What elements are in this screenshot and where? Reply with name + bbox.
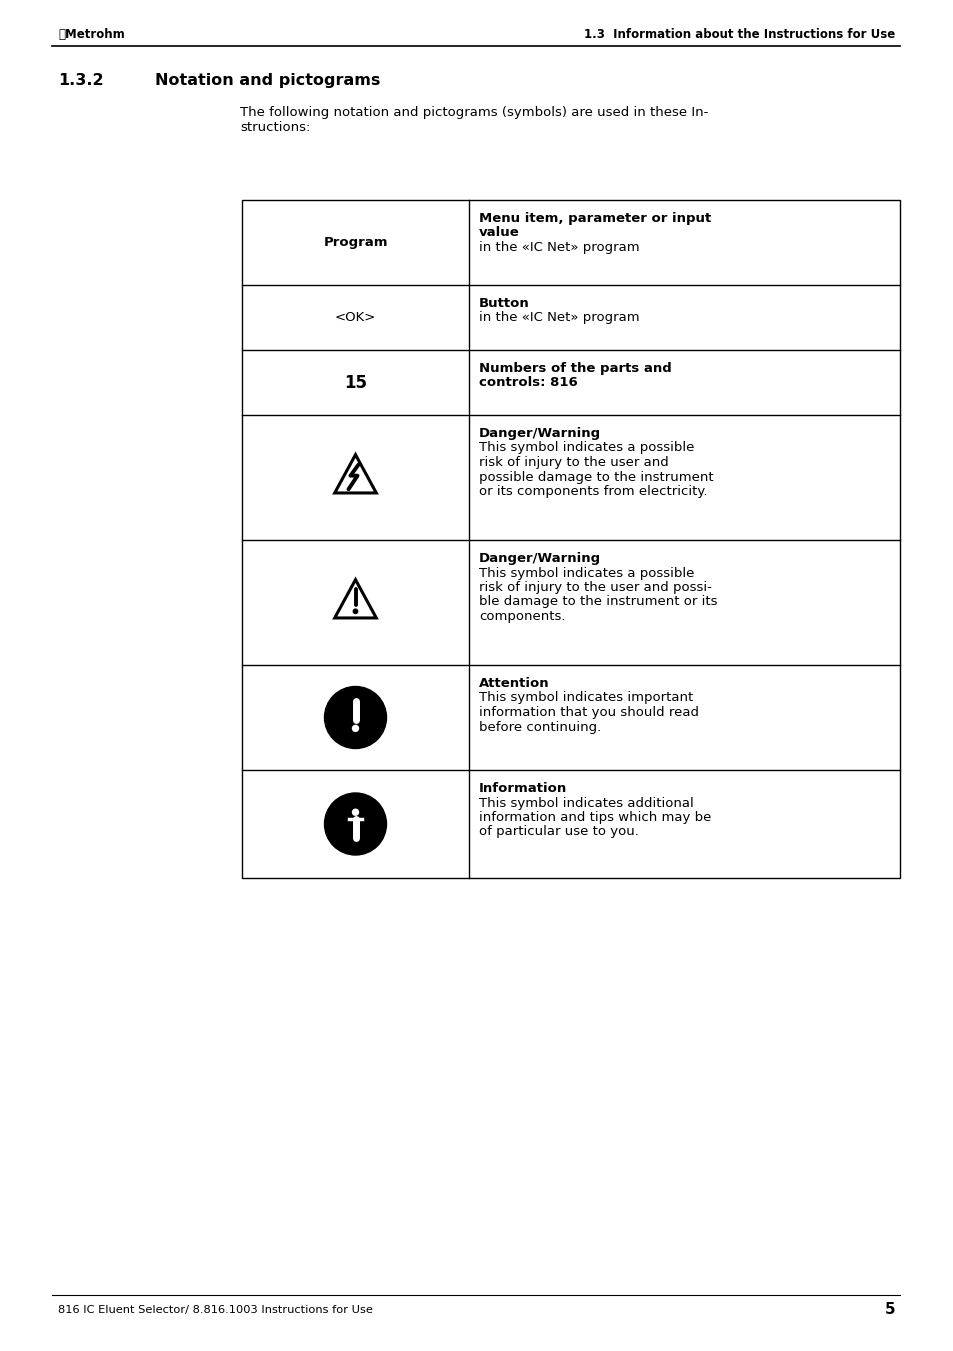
Text: before continuing.: before continuing. (478, 720, 600, 734)
Circle shape (353, 609, 357, 613)
Text: information that you should read: information that you should read (478, 707, 699, 719)
Text: value: value (478, 227, 519, 239)
Text: Menu item, parameter or input: Menu item, parameter or input (478, 212, 711, 226)
Text: Attention: Attention (478, 677, 549, 690)
Text: Danger/Warning: Danger/Warning (478, 427, 600, 440)
Text: components.: components. (478, 611, 565, 623)
Text: information and tips which may be: information and tips which may be (478, 811, 711, 824)
Text: risk of injury to the user and possi-: risk of injury to the user and possi- (478, 581, 711, 594)
Text: Program: Program (323, 236, 387, 249)
Text: in the «IC Net» program: in the «IC Net» program (478, 312, 639, 324)
Text: This symbol indicates a possible: This symbol indicates a possible (478, 442, 694, 454)
Text: possible damage to the instrument: possible damage to the instrument (478, 470, 713, 484)
Text: 15: 15 (344, 373, 367, 392)
Circle shape (353, 809, 358, 815)
Text: This symbol indicates additional: This symbol indicates additional (478, 797, 693, 809)
Text: in the «IC Net» program: in the «IC Net» program (478, 240, 639, 254)
Text: Danger/Warning: Danger/Warning (478, 553, 600, 565)
Text: 1.3  Information about the Instructions for Use: 1.3 Information about the Instructions f… (583, 28, 894, 42)
Text: Numbers of the parts and: Numbers of the parts and (478, 362, 671, 376)
Text: Button: Button (478, 297, 529, 309)
Text: of particular use to you.: of particular use to you. (478, 825, 639, 839)
Bar (242, 200, 899, 878)
Circle shape (353, 725, 358, 731)
Circle shape (324, 686, 386, 748)
Text: <OK>: <OK> (335, 311, 375, 324)
Text: 1.3.2: 1.3.2 (58, 73, 104, 88)
Text: ble damage to the instrument or its: ble damage to the instrument or its (478, 596, 717, 608)
Text: structions:: structions: (240, 122, 310, 134)
Text: Notation and pictograms: Notation and pictograms (154, 73, 380, 88)
Text: or its components from electricity.: or its components from electricity. (478, 485, 707, 499)
Text: 5: 5 (883, 1302, 894, 1317)
Text: 816 IC Eluent Selector/ 8.816.1003 Instructions for Use: 816 IC Eluent Selector/ 8.816.1003 Instr… (58, 1305, 373, 1315)
Text: The following notation and pictograms (symbols) are used in these In-: The following notation and pictograms (s… (240, 105, 708, 119)
Text: This symbol indicates important: This symbol indicates important (478, 692, 693, 704)
Text: ⓂMetrohm: ⓂMetrohm (58, 28, 125, 42)
Circle shape (324, 793, 386, 855)
Text: This symbol indicates a possible: This symbol indicates a possible (478, 566, 694, 580)
Text: Information: Information (478, 782, 567, 794)
Text: risk of injury to the user and: risk of injury to the user and (478, 457, 668, 469)
Text: controls: 816: controls: 816 (478, 377, 578, 389)
